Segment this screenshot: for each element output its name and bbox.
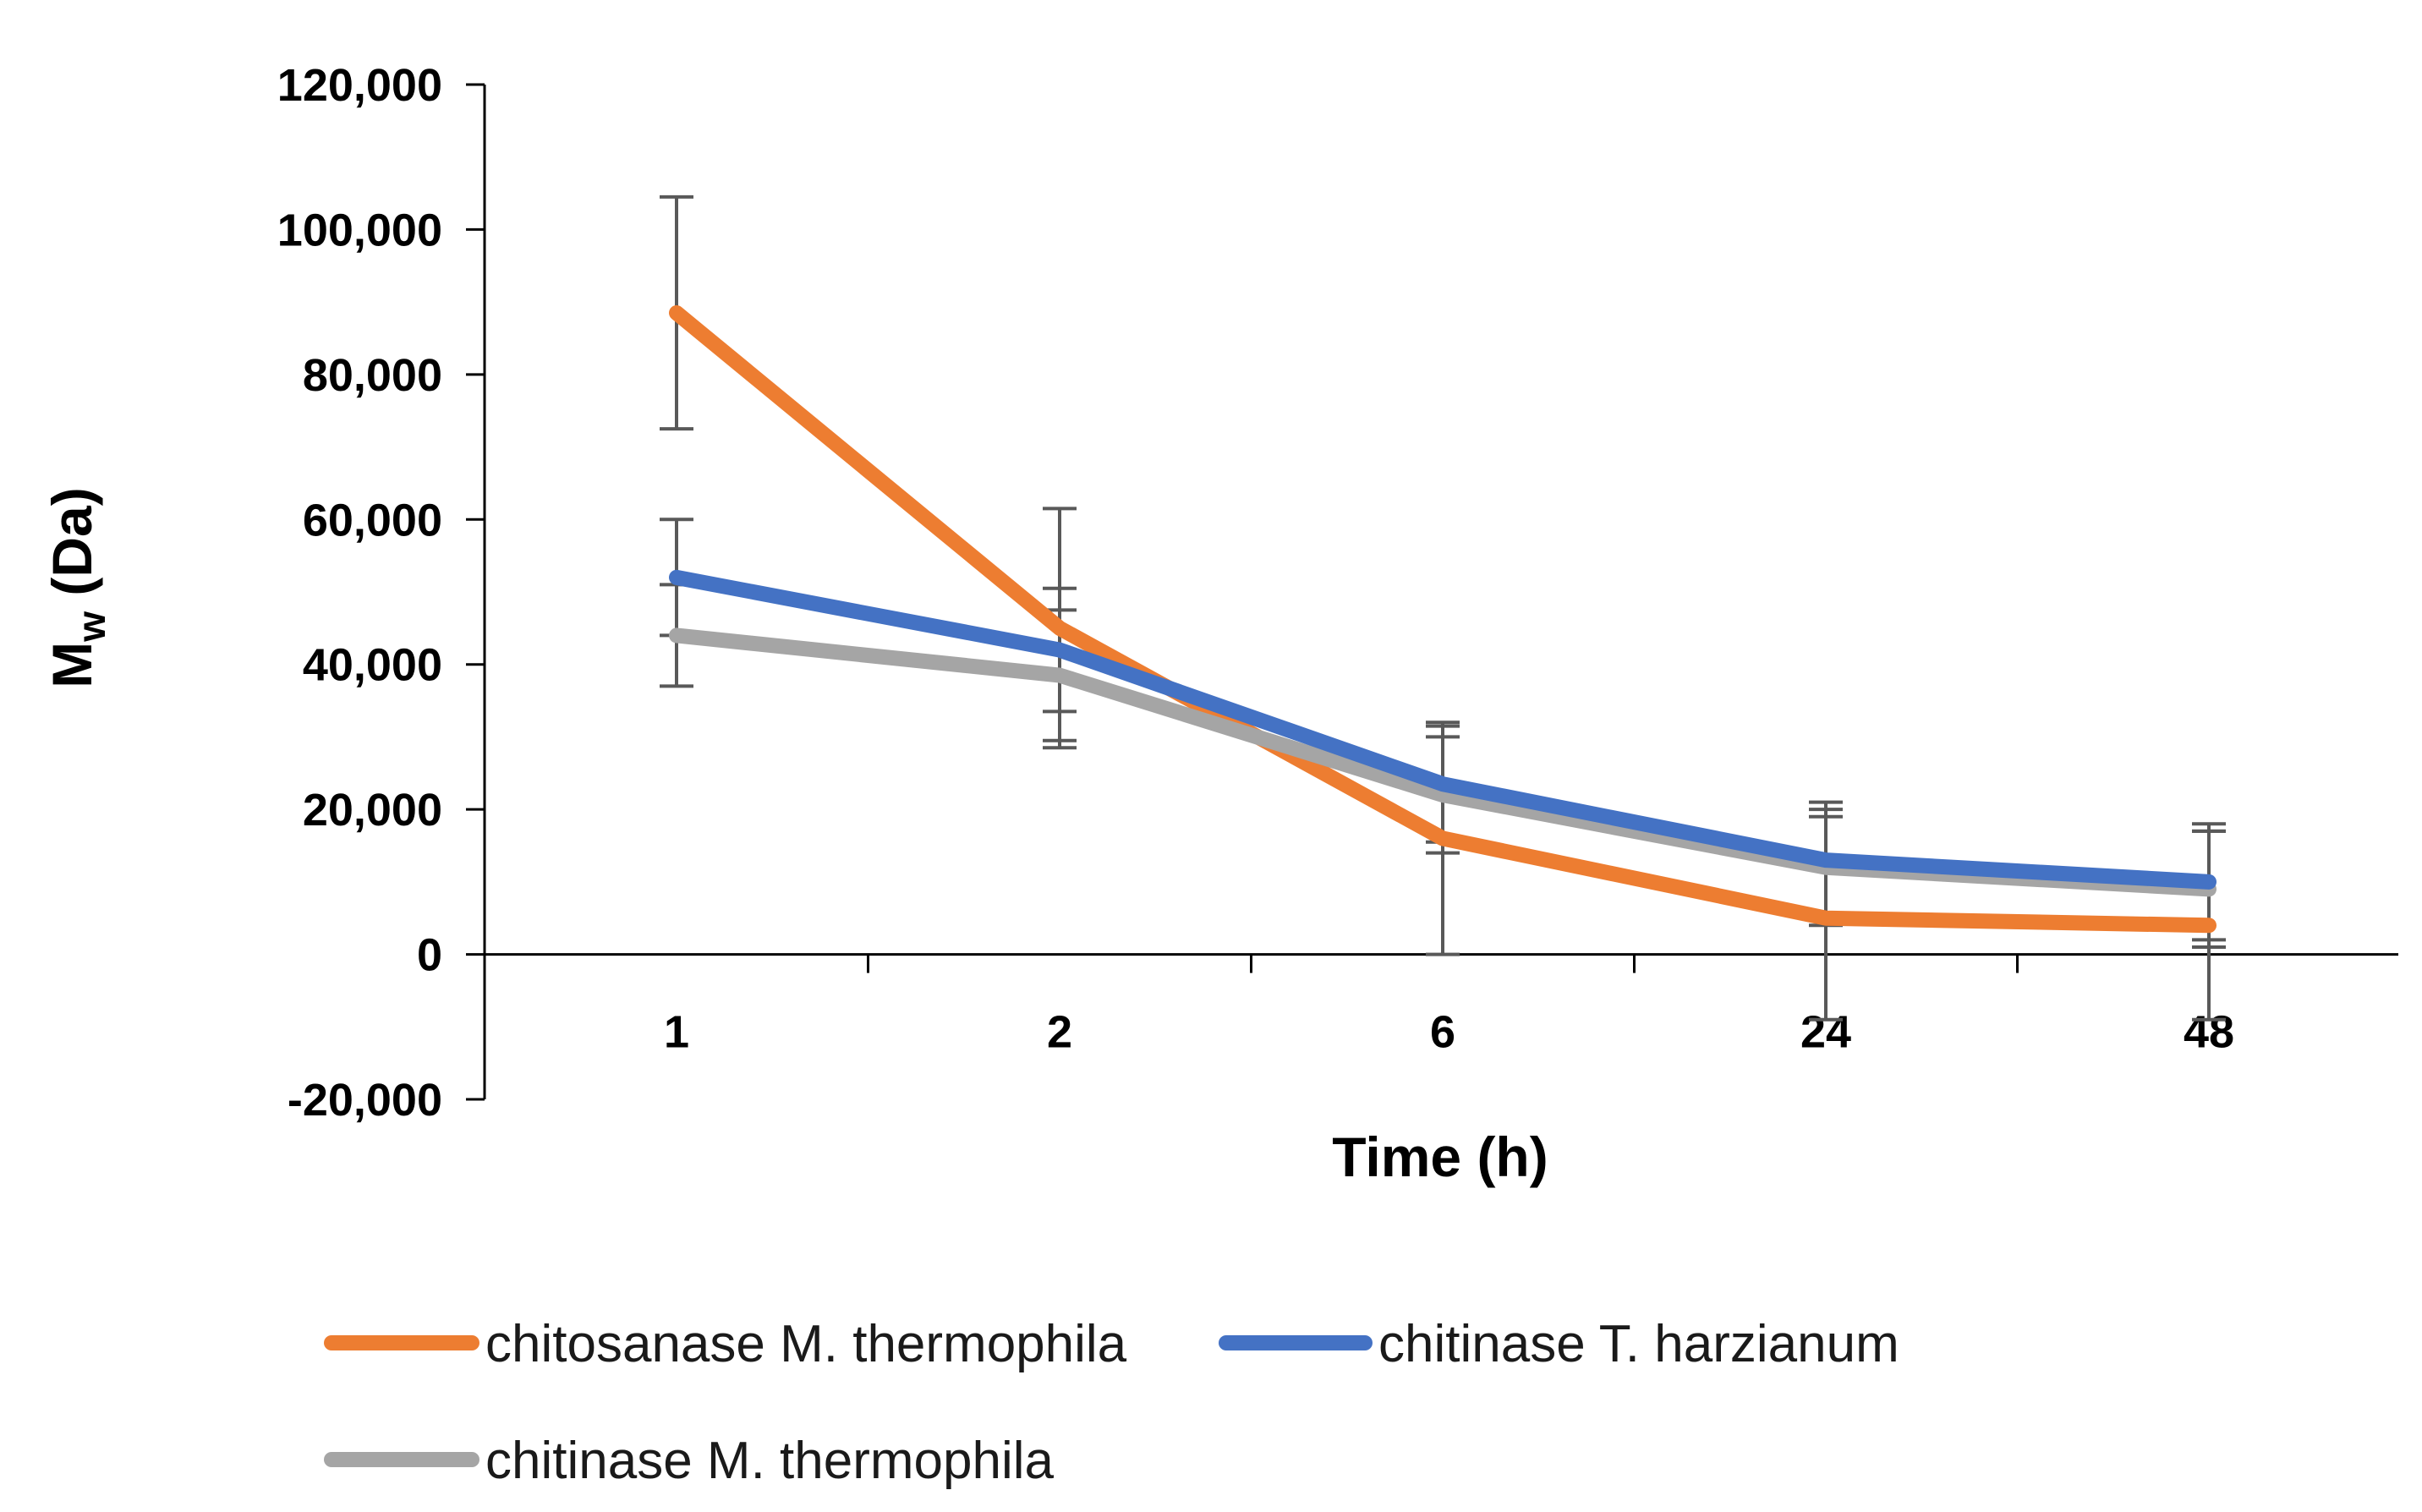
series-line-chitinase-t-harzianum: [669, 569, 2217, 890]
series-lines: [669, 305, 2217, 934]
y-axis-title-subscript: w: [69, 611, 113, 643]
legend-label-chitinase-t-harzianum: chitinase T. harzianum: [1378, 1315, 1899, 1373]
x-tick-labels: 1 2 6 24 48: [664, 1007, 2234, 1058]
legend-label-chitinase-m-thermophila: chitinase M. thermophila: [485, 1432, 1054, 1490]
x-axis-title: Time (h): [1332, 1126, 1548, 1188]
legend-label-chitosanase-m-thermophila: chitosanase M. thermophila: [485, 1315, 1127, 1373]
y-tick-labels: -20,000 0 20,000 40,000 60,000 80,000 100,000 1…: [277, 60, 442, 1126]
y-tick-label: 0: [417, 930, 442, 981]
error-bars: [660, 194, 2226, 1022]
x-tick-label: 1: [664, 1007, 689, 1058]
legend: chitosanase M. thermophila chitinase T. …: [324, 1315, 1899, 1490]
y-tick-label: 80,000: [303, 350, 442, 401]
y-axis-title-main: M: [41, 642, 103, 688]
y-tick-label: 120,000: [277, 60, 442, 111]
axes: [466, 83, 2398, 1101]
y-tick-label: 20,000: [303, 785, 442, 835]
y-axis-title-unit: (Da): [41, 487, 103, 611]
x-tick-label: 2: [1047, 1007, 1072, 1058]
y-tick-label: -20,000: [288, 1075, 442, 1126]
y-axis-title: Mw (Da): [41, 487, 113, 688]
y-tick-label: 40,000: [303, 640, 442, 691]
x-tick-label: 6: [1430, 1007, 1455, 1058]
series-line-chitosanase-m-thermophila: [669, 305, 2217, 934]
y-tick-label: 100,000: [277, 205, 442, 255]
y-tick-label: 60,000: [303, 495, 442, 545]
